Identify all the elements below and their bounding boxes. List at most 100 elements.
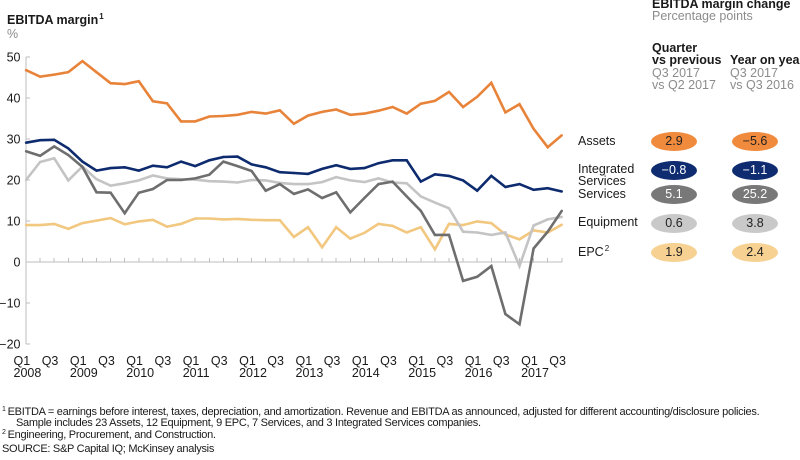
data-point: [433, 248, 437, 251]
data-point: [53, 73, 56, 76]
data-point: [419, 102, 422, 105]
data-point: [165, 225, 169, 228]
data-point: [546, 146, 549, 149]
x-tick-label-quarter: Q1: [521, 354, 538, 368]
data-point: [222, 114, 225, 118]
data-point: [236, 181, 239, 184]
column-heading-line: Quarter: [652, 41, 698, 55]
data-point: [306, 226, 310, 229]
data-point: [532, 188, 535, 191]
x-tick-label-year: 2015: [408, 366, 436, 380]
data-point: [151, 187, 155, 191]
data-point: [137, 191, 140, 194]
data-point: [490, 81, 493, 85]
x-tick-label-quarter: Q1: [296, 354, 313, 368]
data-point: [109, 82, 112, 85]
data-point: [433, 99, 437, 103]
data-point: [53, 138, 56, 141]
data-point: [95, 191, 98, 194]
data-point: [109, 191, 112, 194]
legend-label-assets: Assets: [578, 133, 616, 148]
data-point: [546, 230, 549, 233]
data-point: [208, 159, 211, 162]
data-point: [320, 180, 324, 184]
data-point: [391, 180, 394, 183]
data-point: [292, 171, 296, 175]
data-point: [419, 180, 422, 183]
data-point: [560, 134, 563, 137]
x-tick-label-year: 2009: [70, 366, 98, 380]
data-point: [137, 80, 140, 83]
data-point: [461, 105, 465, 109]
x-tick-label-quarter: Q3: [324, 354, 341, 368]
footnote-marker: 1: [99, 12, 104, 21]
data-point: [320, 110, 324, 114]
qoq-pill-assets: 2.9: [651, 132, 697, 151]
data-point: [292, 235, 296, 239]
data-point: [137, 169, 140, 172]
data-point: [504, 312, 507, 316]
x-tick-label-quarter: Q3: [211, 354, 228, 368]
data-point: [447, 90, 451, 94]
data-point: [194, 164, 197, 168]
data-point: [95, 178, 98, 181]
x-tick-label-quarter: Q1: [239, 354, 256, 368]
legend-label-integrated-services: Integrated Services: [578, 161, 635, 188]
y-tick-label: 40: [7, 92, 21, 106]
data-point: [306, 188, 310, 191]
x-tick-label: Q3: [324, 354, 341, 368]
data-point: [349, 167, 352, 171]
data-point: [264, 166, 267, 169]
data-point: [349, 237, 352, 240]
data-point: [476, 231, 479, 234]
data-point: [306, 182, 310, 186]
data-point: [490, 264, 493, 268]
series-assets: [24, 59, 563, 150]
data-point: [222, 180, 225, 183]
qoq-pill-equipment: 0.6: [651, 213, 697, 233]
data-point: [194, 120, 197, 123]
data-point: [490, 221, 493, 225]
data-point: [532, 224, 535, 227]
data-point: [179, 120, 183, 123]
footnote-marker: 1: [2, 406, 6, 413]
qoq-pill-integrated-services: −0.8: [651, 160, 697, 180]
data-point: [349, 211, 352, 214]
data-point: [38, 139, 42, 142]
data-point: [123, 212, 126, 215]
data-point: [38, 75, 42, 78]
data-point: [335, 226, 338, 229]
x-tick-label-year: 2016: [465, 366, 493, 380]
data-point: [109, 216, 112, 220]
x-tick-label: Q3: [211, 354, 228, 368]
x-tick-label-year: 2017: [521, 366, 549, 380]
data-point: [151, 218, 155, 221]
data-point: [194, 217, 197, 220]
data-point: [95, 71, 98, 74]
data-point: [53, 157, 56, 160]
data-point: [560, 215, 563, 219]
data-point: [222, 218, 225, 221]
data-point: [292, 122, 296, 126]
data-point: [109, 184, 112, 187]
data-point: [349, 113, 352, 117]
data-point: [518, 264, 521, 268]
data-point: [264, 189, 267, 192]
x-tick-label-quarter: Q1: [183, 354, 200, 368]
x-tick-label-year: 2011: [183, 366, 210, 380]
data-point: [250, 110, 253, 114]
data-point: [532, 127, 535, 130]
yoy-pill-integrated-services: −1.1: [732, 160, 778, 180]
data-point: [476, 95, 479, 99]
data-point: [292, 192, 296, 196]
data-point: [264, 219, 267, 222]
column-header-year: Year on year Q3 2017 vs Q3 2016: [730, 54, 800, 91]
data-point: [461, 223, 465, 227]
data-point: [335, 175, 338, 179]
x-tick-label-quarter: Q3: [267, 354, 284, 368]
data-point: [236, 113, 239, 117]
data-point: [165, 166, 169, 169]
